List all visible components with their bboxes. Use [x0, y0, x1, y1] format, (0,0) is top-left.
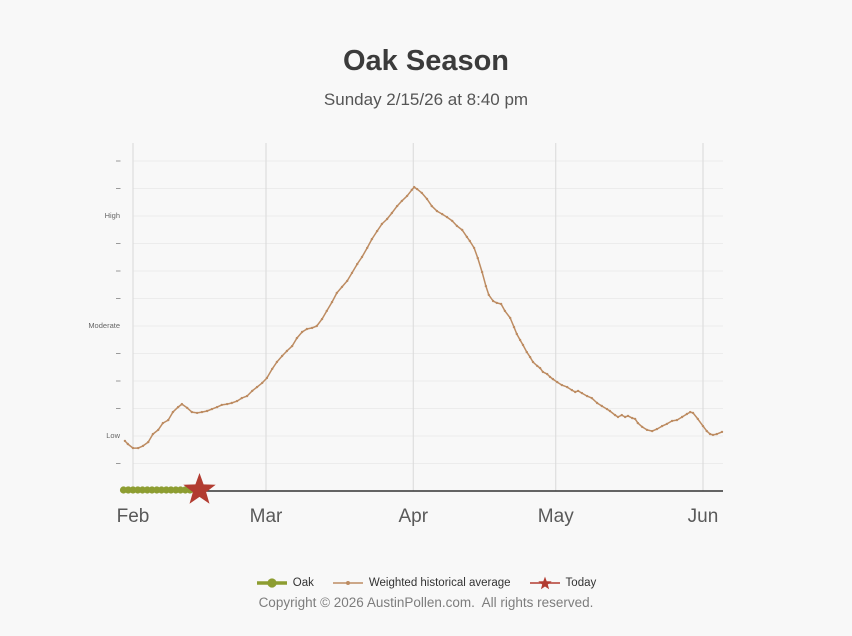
copyright-text: Copyright © 2026 AustinPollen.com. All r…	[258, 595, 594, 610]
legend-marker-wha-icon	[332, 581, 363, 585]
y-axis-label-moderate: Moderate	[88, 321, 120, 330]
x-axis-label-feb: Feb	[116, 506, 150, 527]
x-axis-label-jun: Jun	[687, 506, 719, 527]
legend: Oak Weighted historical average Today	[0, 576, 852, 590]
y-axis-label-high: High	[104, 211, 120, 220]
x-axis-label-mar: Mar	[249, 506, 283, 527]
y-axis-labels: Low Moderate High	[0, 0, 120, 520]
page-subtitle: Sunday 2/15/26 at 8:40 pm	[323, 90, 529, 109]
legend-item-wha: Weighted historical average	[332, 576, 511, 590]
legend-label-oak: Oak	[292, 577, 314, 589]
legend-marker-oak-icon	[256, 578, 287, 588]
x-axis-labels: Feb Mar Apr May Jun	[0, 506, 852, 532]
legend-label-wha: Weighted historical average	[368, 577, 511, 589]
page-title: Oak Season	[342, 45, 510, 77]
legend-label-today: Today	[565, 577, 597, 589]
legend-marker-today-icon	[529, 576, 560, 590]
y-axis-label-low: Low	[106, 431, 120, 440]
x-axis-label-may: May	[537, 506, 574, 527]
legend-item-today: Today	[529, 576, 597, 590]
x-axis-label-apr: Apr	[398, 506, 429, 527]
legend-item-oak: Oak	[256, 576, 314, 590]
